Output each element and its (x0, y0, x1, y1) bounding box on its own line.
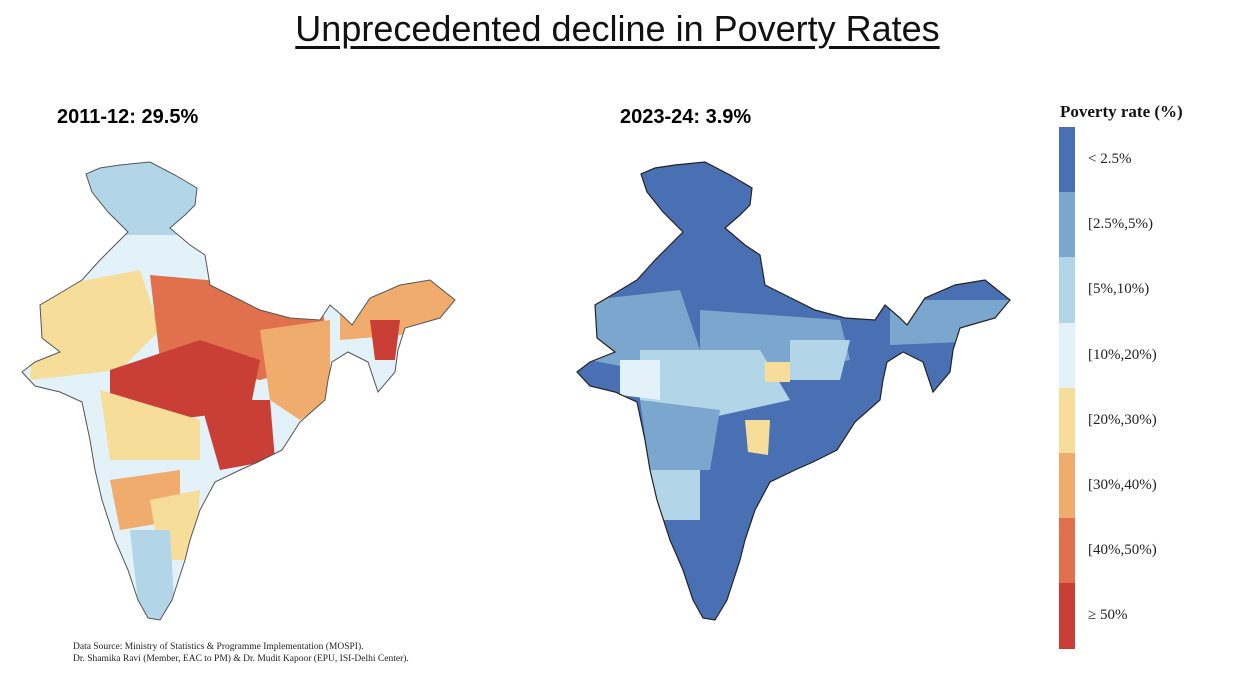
region-bihar (790, 340, 850, 380)
region-rajasthan (30, 270, 160, 380)
region-chhattisgarh-odisha (200, 400, 275, 470)
legend-title: Poverty rate (%) (1060, 102, 1183, 121)
legend-label: [30%,40%) (1088, 477, 1157, 494)
region-bihar-jharkhand (260, 320, 330, 420)
legend-item: [20%,30%) (1059, 387, 1219, 453)
region-maharashtra (100, 390, 200, 460)
legend-item: < 2.5% (1059, 127, 1219, 193)
legend-label: [5%,10%) (1088, 281, 1150, 298)
legend-swatch (1059, 127, 1075, 193)
legend-item: ≥ 50% (1059, 583, 1219, 649)
legend: < 2.5% [2.5%,5%) [5%,10%) [10%,20%) [20%,30%… (1059, 127, 1219, 649)
slide-title: Unprecedented decline in Poverty Rates (295, 8, 940, 49)
map-2023-24 (576, 161, 1011, 621)
map-label-2023: 2023-24: 3.9% (620, 106, 752, 128)
region-chhattisgarh-part (745, 420, 770, 455)
legend-swatch (1059, 257, 1075, 323)
legend-label: [2.5%,5%) (1088, 216, 1153, 233)
region-maharashtra (640, 400, 720, 470)
legend-item: [2.5%,5%) (1059, 192, 1219, 258)
region-madhya-pradesh (640, 350, 790, 420)
region-gujarat-part (620, 360, 660, 400)
map-2011-12 (21, 161, 456, 621)
legend-swatch (1059, 322, 1075, 388)
region-jammu-kashmir (80, 162, 210, 235)
source-line-1: Data Source: Ministry of Statistics & Pr… (73, 642, 364, 652)
legend-swatch (1059, 387, 1075, 453)
legend-label: [20%,30%) (1088, 411, 1157, 428)
legend-item: [30%,40%) (1059, 452, 1219, 519)
legend-item: [10%,20%) (1059, 322, 1219, 388)
legend-item: [40%,50%) (1059, 518, 1219, 584)
map-label-2011: 2011-12: 29.5% (57, 106, 199, 128)
legend-swatch (1059, 518, 1075, 584)
legend-swatch (1059, 583, 1075, 649)
region-assam (370, 320, 400, 360)
region-tamil-nadu (130, 530, 175, 620)
legend-label: [10%,20%) (1088, 346, 1157, 363)
legend-label: [40%,50%) (1088, 542, 1157, 559)
legend-label: < 2.5% (1088, 151, 1132, 168)
data-source: Data Source: Ministry of Statistics & Pr… (73, 641, 409, 665)
region-karnataka (650, 470, 700, 520)
maps-canvas (21, 161, 1011, 621)
legend-item: [5%,10%) (1059, 257, 1219, 323)
legend-swatch (1059, 192, 1075, 258)
region-jharkhand-part (765, 362, 790, 382)
source-line-2: Dr. Shamika Ravi (Member, EAC to PM) & D… (73, 654, 409, 664)
legend-label: ≥ 50% (1088, 607, 1128, 624)
legend-swatch (1059, 452, 1075, 519)
